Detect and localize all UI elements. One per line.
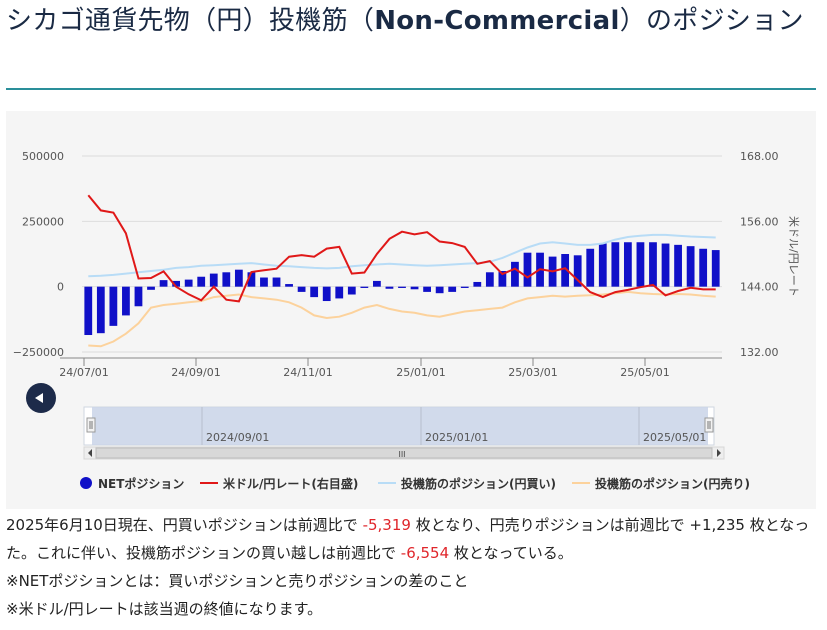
net-position-bar [347,286,356,295]
note-net-definition: ※NETポジションとは：買いポジションと売りポジションの差のこと [6,572,469,590]
net-position-bar [285,284,293,287]
right-axis-tick: 132.00 [740,346,779,359]
net-position-bar [184,279,193,287]
net-position-bar [109,286,118,326]
net-position-bar [448,286,457,292]
right-axis-tick: 168.00 [740,150,779,163]
left-axis-tick: 250000 [22,215,64,228]
net-position-bar [122,286,130,316]
navigator-label: 2025/05/01 [643,431,706,444]
net-position-bar [172,280,181,287]
legend-rate-marker [200,482,218,484]
legend-item-net[interactable]: NETポジション [80,475,184,492]
left-axis-tick: 0 [57,281,64,294]
right-axis-tick: 144.00 [740,281,779,294]
navigator-selection [92,407,708,445]
left-axis-tick: 500000 [22,150,64,163]
net-position-bar [573,255,582,287]
net-position-bar [147,286,155,290]
net-position-bar [96,286,105,334]
right-axis-tick: 156.00 [740,215,779,228]
chart-prev-button[interactable] [26,383,56,413]
net-position-bar [410,286,419,290]
short-position-line [88,290,716,348]
net-position-bar [373,280,381,287]
net-position-bar [711,250,720,287]
net-position-bar [649,242,657,287]
net-position-bar [598,243,607,287]
position-chart: 500000 250000 0 −250000 168.00 156.00 144.00 13… [13,150,800,460]
net-position-bar [674,244,682,287]
navigator-handle[interactable] [704,417,714,433]
x-axis-tick: 24/07/01 [59,366,108,379]
scroll-right-arrow-icon[interactable] [717,449,721,457]
legend-long-marker [378,482,396,484]
net-position-bar [310,286,319,298]
net-position-bar [222,272,231,287]
net-position-bar [623,242,632,287]
long-change-value: -5,319 [362,516,411,534]
legend-net-label: NETポジション [98,477,185,491]
legend-net-marker [80,477,92,489]
legend-item-long[interactable]: 投機筋のポジション(円買い) [378,475,556,492]
net-position-bar [322,286,331,302]
net-position-bar [511,261,519,287]
net-position-bar [197,276,206,287]
legend-item-short[interactable]: 投機筋のポジション(円売り) [572,475,750,492]
net-position-bar [636,242,645,287]
net-position-bar [473,281,482,287]
navigator-label: 2025/01/01 [425,431,488,444]
summary-text: 2025年6月10日現在、円買いポジションは前週比で -5,319 枚となり、円… [6,516,810,562]
net-position-bar [234,269,243,287]
right-axis-title: 米ドル/円レート [787,216,800,297]
net-position-bar [335,286,344,299]
x-axis-tick: 25/03/01 [508,366,557,379]
net-position-bar [272,277,281,287]
net-position-bar [423,286,431,292]
net-position-bar [134,286,143,307]
net-position-bar [398,286,406,288]
net-position-bar [561,254,570,287]
usdjpy-rate-line [87,194,716,303]
x-axis-tick: 25/01/01 [396,366,445,379]
page-title: シカゴ通貨先物（円）投機筋（Non-Commercial）のポジション [6,6,804,36]
net-position-bar [260,277,268,287]
note-rate-definition: ※米ドル/円レートは該当週の終値になります。 [6,600,323,618]
net-position-bar [586,248,595,287]
navigator-handle[interactable] [86,417,96,433]
scroll-left-arrow-icon[interactable] [88,449,92,457]
x-axis-tick: 24/11/01 [283,366,332,379]
scrollbar-thumb[interactable] [95,447,713,459]
title-divider [6,88,816,90]
legend-item-rate[interactable]: 米ドル/円レート(右目盛) [200,475,358,492]
net-position-bar [661,243,670,287]
legend-short-label: 投機筋のポジション(円売り) [595,477,750,491]
left-axis-tick: −250000 [13,346,64,359]
net-position-bar [159,280,168,287]
net-position-bar [485,272,494,287]
net-position-bar [460,286,469,288]
net-position-bar [84,286,93,336]
legend-long-label: 投機筋のポジション(円買い) [401,477,556,491]
net-position-bar [360,286,369,288]
legend-short-marker [572,482,590,484]
x-axis-tick: 24/09/01 [171,366,220,379]
scrollbar-grip: III [398,450,405,459]
net-change-value: -6,554 [400,544,450,562]
net-position-bar [297,286,306,292]
net-position-bar [699,248,708,287]
navigator-label: 2024/09/01 [206,431,269,444]
net-position-bar [435,286,444,294]
net-position-bar [686,246,695,287]
net-position-bar [498,270,507,287]
x-axis-tick: 25/05/01 [620,366,669,379]
net-position-bar [611,242,620,287]
net-position-bar [523,252,532,287]
legend-rate-label: 米ドル/円レート(右目盛) [223,477,359,491]
net-position-bar [385,286,394,289]
long-position-line [88,233,716,278]
net-position-bar [247,272,256,287]
net-position-bar [209,273,218,287]
